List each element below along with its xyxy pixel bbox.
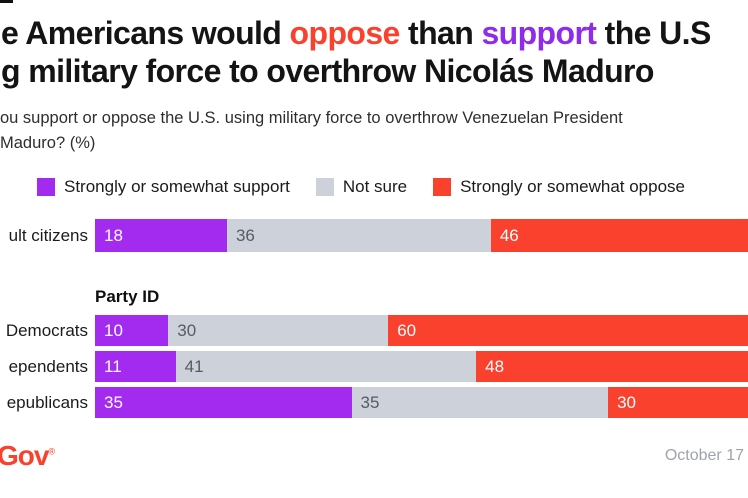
title-segment: support <box>481 15 597 51</box>
bar-segment: 41 <box>175 351 477 382</box>
row-label: ependents <box>8 356 88 376</box>
title-segment: the U.S <box>596 15 712 51</box>
bar-value: 18 <box>104 225 123 245</box>
bar-segment: 18 <box>95 219 227 252</box>
crop-artifact <box>0 0 13 3</box>
brand-logo: Gov® <box>0 440 55 471</box>
legend-item-support: Strongly or somewhat support <box>37 177 290 197</box>
bar-value: 60 <box>397 320 417 340</box>
chart-title-line2: g military force to overthrow Nicolás Ma… <box>1 53 654 89</box>
group-header-party-id: Party ID <box>95 287 160 306</box>
bar-value: 11 <box>104 356 122 376</box>
chart-subtitle-line1: ou support or oppose the U.S. using mili… <box>0 109 623 127</box>
title-segment: than <box>399 15 482 51</box>
bar-segment: 10 <box>95 315 169 346</box>
legend-swatch-oppose <box>433 178 452 196</box>
legend-item-not-sure: Not sure <box>315 177 408 197</box>
title-segment: oppose <box>289 15 401 51</box>
legend: Strongly or somewhat support Not sure St… <box>37 177 685 197</box>
registered-mark: ® <box>48 446 55 457</box>
bar-segment: 48 <box>476 351 748 382</box>
bar-segment: 11 <box>95 351 176 382</box>
bar-segment: 36 <box>226 219 491 252</box>
bar-segment: 30 <box>608 387 748 418</box>
legend-item-oppose: Strongly or somewhat oppose <box>433 177 685 197</box>
bar-value: 41 <box>184 356 204 376</box>
legend-label-oppose: Strongly or somewhat oppose <box>460 177 685 196</box>
chart-subtitle: ou support or oppose the U.S. using mili… <box>0 106 748 156</box>
chart-title: e Americans would oppose than support th… <box>1 14 748 90</box>
bar-value: 35 <box>104 392 123 412</box>
bar-row: 11 41 48 <box>95 351 748 382</box>
legend-label-not-sure: Not sure <box>342 177 408 196</box>
bar-value: 30 <box>177 320 197 340</box>
bar-value: 36 <box>235 225 255 245</box>
chart-subtitle-line2: Maduro? (%) <box>0 134 96 152</box>
row-label: ult citizens <box>8 225 88 245</box>
bar-value: 35 <box>360 392 380 412</box>
bar-row: 10 30 60 <box>95 315 748 346</box>
row-label: epublicans <box>6 392 88 412</box>
row-label: Democrats <box>5 320 88 340</box>
chart-title-line1: e Americans would oppose than support th… <box>1 14 748 52</box>
bar-row: 35 35 30 <box>95 387 748 418</box>
title-segment: e Americans would <box>1 15 290 51</box>
bar-value: 10 <box>104 320 123 340</box>
bar-segment: 35 <box>95 387 352 418</box>
legend-swatch-not-sure <box>315 178 334 196</box>
bar-row: 18 36 46 <box>95 219 748 252</box>
date-label: October 17 <box>664 447 744 464</box>
bar-segment: 30 <box>168 315 389 346</box>
bar-value: 48 <box>485 356 505 376</box>
bar-segment: 46 <box>490 219 748 252</box>
bar-segment: 35 <box>351 387 609 418</box>
bar-value: 46 <box>499 225 519 245</box>
legend-swatch-support <box>37 178 55 196</box>
legend-label-support: Strongly or somewhat support <box>64 177 290 196</box>
bar-segment: 60 <box>388 315 748 346</box>
bar-value: 30 <box>617 392 637 412</box>
